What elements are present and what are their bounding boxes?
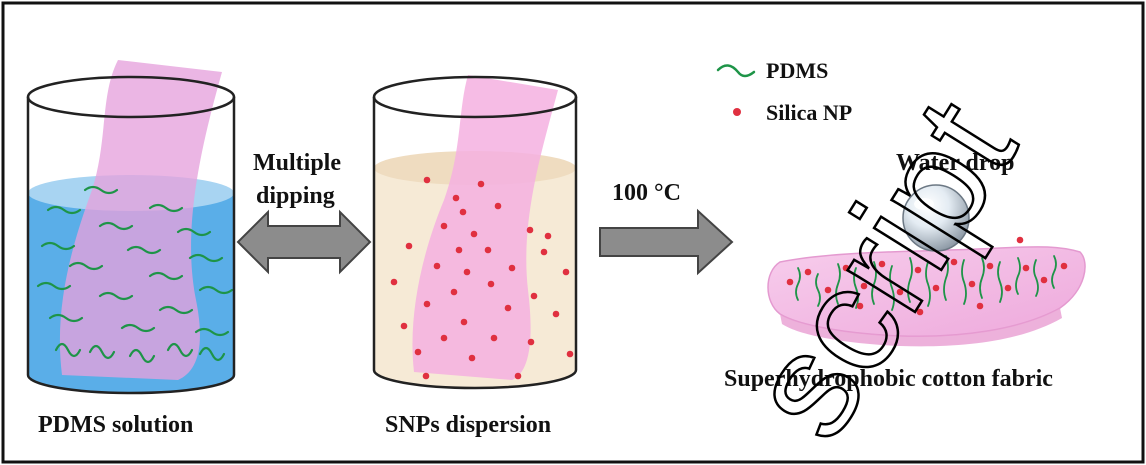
result-caption: Superhydrophobic cotton fabric: [724, 366, 1053, 392]
step1-label-line1: Multiple: [253, 150, 341, 176]
legend-pdms-label: PDMS: [766, 58, 828, 83]
legend: PDMS Silica NP: [716, 58, 852, 125]
legend-silica-label: Silica NP: [766, 100, 852, 125]
water-drop-icon: [902, 184, 970, 252]
silica-particles: [786, 236, 1068, 316]
double-headed-arrow-icon: [236, 209, 372, 275]
fabric-strip: [412, 75, 558, 380]
water-drop-label: Water drop: [896, 150, 1014, 176]
pdms-strands: [795, 255, 1057, 311]
silica-particles: [390, 176, 574, 380]
beaker-snps-dispersion: [372, 75, 578, 390]
silica-dot-icon: [733, 108, 741, 116]
right-arrow-icon: [599, 208, 734, 276]
beaker1-caption: PDMS solution: [38, 412, 193, 438]
step1-label-line2: dipping: [256, 183, 335, 209]
beaker2-caption: SNPs dispersion: [385, 412, 551, 438]
superhydrophobic-fabric: [767, 236, 1086, 347]
step2-label: 100 °C: [612, 180, 681, 206]
pdms-chains: [36, 185, 234, 364]
fabric-strip: [59, 60, 222, 380]
beaker-pdms-solution: [26, 60, 236, 395]
pdms-chain-icon: [716, 64, 756, 78]
